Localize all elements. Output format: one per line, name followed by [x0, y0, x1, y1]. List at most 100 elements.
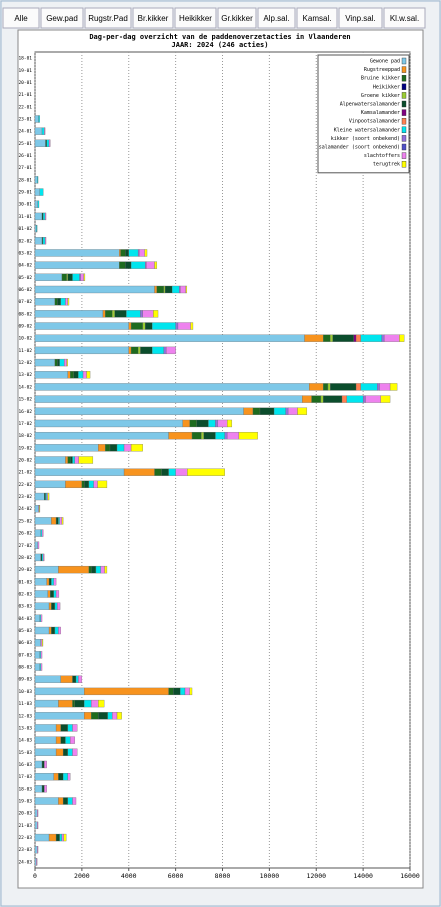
bar-segment	[58, 626, 61, 635]
bar-segment	[98, 699, 105, 708]
tab[interactable]	[383, 7, 426, 29]
y-tick-label: 18-01	[18, 56, 32, 62]
bar-segment	[34, 285, 155, 294]
tab-label[interactable]: Alle	[14, 14, 28, 23]
bar-segment	[287, 407, 298, 415]
bar-segment	[34, 565, 59, 574]
bar-segment	[355, 334, 361, 342]
y-tick-label: 15-03	[18, 750, 32, 756]
bar-segment	[67, 371, 71, 379]
bar-segment	[360, 334, 383, 342]
x-tick-label: 12000	[306, 872, 326, 880]
bar-segment	[130, 261, 146, 269]
tab[interactable]	[40, 7, 84, 29]
bar-segment	[72, 273, 80, 281]
bar-segment	[72, 748, 78, 756]
bar-segment	[91, 712, 99, 720]
bar-segment	[48, 833, 57, 842]
bar-segment	[58, 699, 73, 708]
bar-segment	[34, 395, 303, 403]
bar-segment	[53, 578, 57, 586]
tab-label[interactable]: Heikikker	[179, 14, 212, 23]
tab-label[interactable]: Alp.sal.	[263, 14, 289, 23]
y-tick-label: 01-02	[18, 226, 32, 232]
bar-segment	[34, 456, 66, 464]
legend-swatch	[401, 57, 407, 65]
bar-segment	[41, 785, 45, 793]
y-tick-label: 10-03	[18, 689, 32, 695]
y-tick-label: 11-02	[18, 348, 32, 354]
tab[interactable]	[2, 7, 40, 29]
x-tick-label: 0	[33, 872, 37, 880]
tab[interactable]	[338, 7, 383, 29]
bar-segment	[44, 785, 47, 793]
bar-segment	[59, 517, 63, 525]
bar-segment	[168, 431, 193, 440]
tab[interactable]	[296, 7, 338, 29]
tab-label[interactable]: Br.kikker	[138, 14, 169, 23]
bar-segment	[93, 480, 98, 489]
bar-segment	[57, 298, 61, 306]
bar-segment	[53, 773, 59, 781]
bar-segment	[399, 334, 405, 342]
bar-segment	[259, 407, 275, 415]
bar-segment	[187, 468, 225, 476]
bar-segment	[34, 419, 183, 428]
bar-segment	[81, 480, 85, 489]
bar-segment	[189, 419, 197, 428]
bar-segment	[55, 748, 64, 756]
y-tick-label: 24-02	[18, 506, 32, 512]
tab-label[interactable]: Rugstr.Pad	[88, 14, 128, 23]
tab-label[interactable]: Vinp.sal.	[345, 14, 376, 23]
bar-segment	[34, 139, 46, 147]
tab-label[interactable]: Gew.pad	[46, 14, 78, 23]
y-tick-label: 07-02	[18, 299, 32, 305]
bar-segment	[78, 456, 94, 464]
bar-segment	[73, 371, 79, 379]
bar-segment	[59, 833, 63, 842]
bar-segment	[61, 517, 64, 525]
tab-label[interactable]: Kl.w.sal.	[390, 14, 419, 23]
bar-segment	[70, 371, 74, 379]
tab-label[interactable]: Gr.kikker	[221, 14, 253, 23]
bar-segment	[34, 626, 50, 635]
bar-segment	[74, 456, 79, 464]
y-tick-label: 20-01	[18, 80, 32, 86]
bar-segment	[302, 395, 312, 403]
tab[interactable]	[132, 7, 174, 29]
bar-segment	[104, 565, 108, 574]
bar-segment	[330, 383, 357, 391]
tab[interactable]	[174, 7, 217, 29]
bar-segment	[55, 517, 59, 525]
tab[interactable]	[84, 7, 132, 29]
bar-segment	[58, 565, 90, 574]
y-tick-label: 23-01	[18, 116, 32, 122]
y-tick-label: 27-02	[18, 543, 32, 549]
tab-label[interactable]: Kamsal.	[303, 14, 332, 23]
bar-segment	[65, 736, 71, 744]
bar-segment	[201, 431, 204, 440]
bar-segment	[64, 358, 67, 367]
tab[interactable]	[217, 7, 257, 29]
bar-segment	[72, 675, 77, 683]
bar-segment	[171, 285, 180, 294]
tab[interactable]	[257, 7, 296, 29]
legend-swatch	[401, 152, 407, 159]
y-tick-label: 25-02	[18, 518, 32, 524]
y-tick-label: 06-03	[18, 640, 32, 646]
bar-segment	[34, 200, 38, 208]
y-tick-label: 18-03	[18, 786, 32, 792]
bar-segment	[67, 456, 71, 464]
bar-segment	[34, 760, 43, 769]
bar-segment	[332, 334, 354, 342]
bar-segment	[54, 358, 58, 367]
bar-segment	[84, 687, 169, 696]
bar-segment	[34, 273, 63, 281]
bar-segment	[65, 298, 68, 306]
bar-segment	[142, 310, 154, 318]
bar-segment	[50, 590, 54, 598]
bar-segment	[43, 212, 46, 221]
bar-segment	[43, 553, 45, 562]
bar-segment	[98, 444, 106, 452]
bar-segment	[34, 602, 50, 610]
